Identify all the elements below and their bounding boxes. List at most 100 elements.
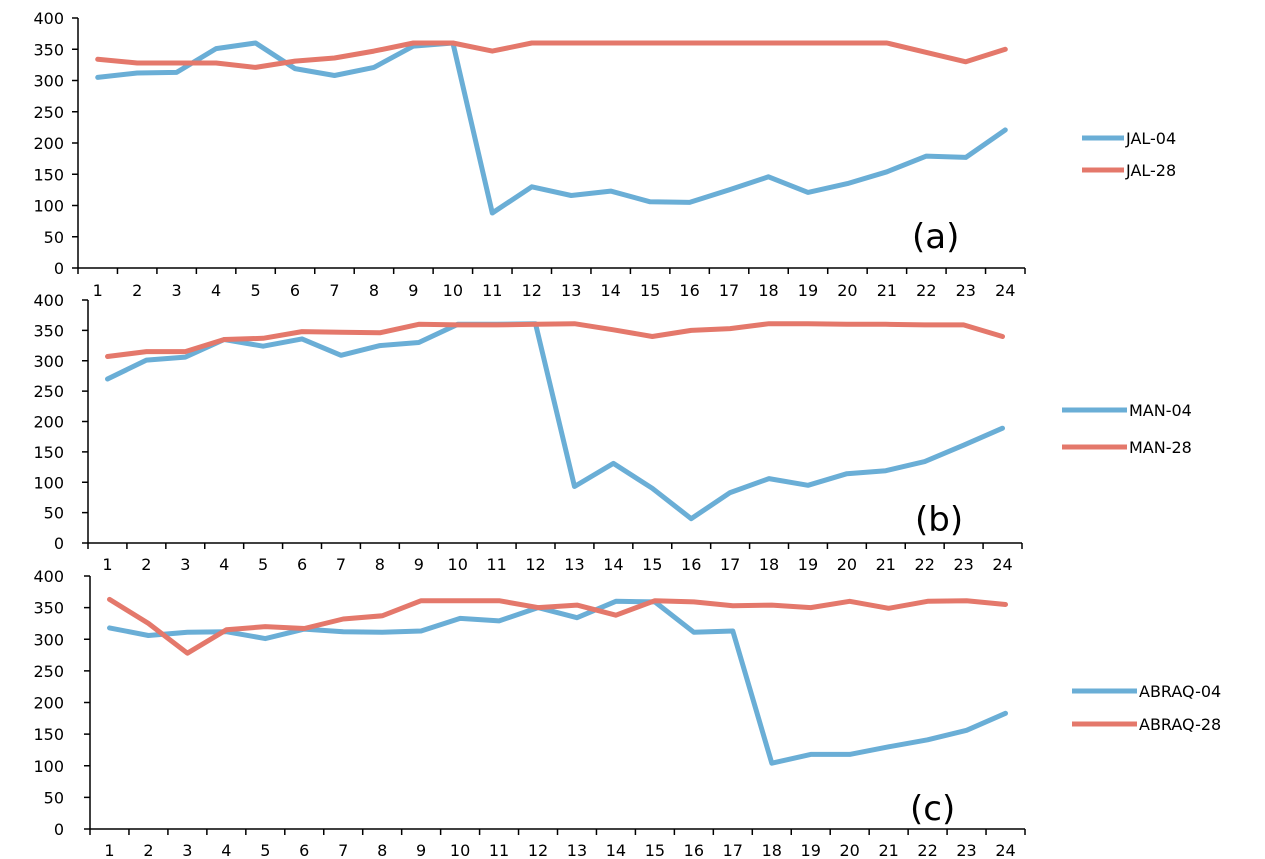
x-tick-label: 21 xyxy=(877,281,897,300)
x-tick-label: 22 xyxy=(915,555,935,574)
y-tick-label: 150 xyxy=(33,725,64,744)
x-tick-label: 16 xyxy=(679,281,699,300)
y-tick-label: 250 xyxy=(33,382,64,401)
x-tick-label: 7 xyxy=(336,555,346,574)
x-tick-label: 3 xyxy=(182,841,192,859)
x-tick-label: 12 xyxy=(525,555,545,574)
x-tick-label: 13 xyxy=(564,555,584,574)
x-tick-label: 7 xyxy=(329,281,339,300)
x-tick-label: 20 xyxy=(840,841,860,859)
y-tick-label: 150 xyxy=(33,165,64,184)
x-tick-label: 5 xyxy=(260,841,270,859)
legend-label-abraq-28: ABRAQ-28 xyxy=(1139,715,1221,734)
y-tick-label: 350 xyxy=(33,40,64,59)
x-tick-label: 15 xyxy=(642,555,662,574)
x-tick-label: 2 xyxy=(143,841,153,859)
x-tick-label: 8 xyxy=(375,555,385,574)
x-tick-label: 5 xyxy=(250,281,260,300)
y-tick-label: 250 xyxy=(33,103,64,122)
x-tick-label: 10 xyxy=(443,281,463,300)
x-tick-label: 6 xyxy=(290,281,300,300)
x-tick-label: 24 xyxy=(992,555,1012,574)
x-tick-label: 13 xyxy=(567,841,587,859)
y-tick-label: 50 xyxy=(44,228,64,247)
y-tick-label: 0 xyxy=(54,820,64,839)
x-tick-label: 23 xyxy=(953,555,973,574)
x-tick-label: 9 xyxy=(414,555,424,574)
y-tick-label: 0 xyxy=(54,259,64,278)
x-tick-label: 9 xyxy=(416,841,426,859)
x-tick-label: 9 xyxy=(408,281,418,300)
y-tick-label: 300 xyxy=(33,72,64,91)
x-tick-label: 14 xyxy=(601,281,621,300)
x-tick-label: 10 xyxy=(450,841,470,859)
y-tick-label: 100 xyxy=(33,757,64,776)
x-tick-label: 19 xyxy=(798,281,818,300)
y-tick-label: 400 xyxy=(33,9,64,28)
x-tick-label: 1 xyxy=(93,281,103,300)
y-tick-label: 250 xyxy=(33,662,64,681)
x-tick-label: 14 xyxy=(606,841,626,859)
x-tick-label: 4 xyxy=(219,555,229,574)
series-line-man-04 xyxy=(105,321,1005,522)
x-tick-label: 18 xyxy=(758,281,778,300)
y-tick-label: 200 xyxy=(33,134,64,153)
panel-label: (a) xyxy=(912,217,959,257)
x-tick-label: 22 xyxy=(917,841,937,859)
x-tick-label: 17 xyxy=(720,555,740,574)
series-line-abraq-04 xyxy=(107,598,1008,766)
y-tick-label: 200 xyxy=(33,694,64,713)
x-tick-label: 19 xyxy=(801,841,821,859)
x-tick-label: 5 xyxy=(258,555,268,574)
x-tick-label: 8 xyxy=(377,841,387,859)
panel-label: (b) xyxy=(915,500,963,540)
x-tick-label: 4 xyxy=(221,841,231,859)
y-tick-label: 100 xyxy=(33,473,64,492)
y-tick-label: 300 xyxy=(33,352,64,371)
y-tick-label: 400 xyxy=(33,567,64,586)
x-tick-label: 1 xyxy=(104,841,114,859)
y-tick-label: 350 xyxy=(33,599,64,618)
x-tick-label: 16 xyxy=(681,555,701,574)
y-tick-label: 50 xyxy=(44,788,64,807)
legend-label-man-04: MAN-04 xyxy=(1129,401,1192,420)
x-tick-label: 15 xyxy=(640,281,660,300)
legend-label-man-28: MAN-28 xyxy=(1129,438,1192,457)
y-tick-label: 350 xyxy=(33,321,64,340)
legend-label-jal-04: JAL-04 xyxy=(1125,129,1176,148)
x-tick-label: 18 xyxy=(762,841,782,859)
x-tick-label: 13 xyxy=(561,281,581,300)
x-tick-label: 15 xyxy=(645,841,665,859)
x-tick-label: 23 xyxy=(956,281,976,300)
y-tick-label: 0 xyxy=(54,534,64,553)
y-tick-label: 50 xyxy=(44,504,64,523)
x-tick-label: 4 xyxy=(211,281,221,300)
x-tick-label: 18 xyxy=(759,555,779,574)
x-tick-label: 11 xyxy=(486,555,506,574)
x-tick-label: 20 xyxy=(837,555,857,574)
x-tick-label: 11 xyxy=(482,281,502,300)
x-tick-label: 17 xyxy=(723,841,743,859)
x-tick-label: 17 xyxy=(719,281,739,300)
x-tick-label: 6 xyxy=(299,841,309,859)
x-tick-label: 8 xyxy=(369,281,379,300)
series-line-abraq-28 xyxy=(107,596,1008,656)
panel-label: (c) xyxy=(910,789,955,829)
y-tick-label: 150 xyxy=(33,443,64,462)
x-tick-label: 24 xyxy=(995,841,1015,859)
legend-label-abraq-04: ABRAQ-04 xyxy=(1139,682,1221,701)
x-tick-label: 12 xyxy=(528,841,548,859)
x-tick-label: 14 xyxy=(603,555,623,574)
y-tick-label: 100 xyxy=(33,197,64,216)
x-tick-label: 21 xyxy=(878,841,898,859)
x-tick-label: 2 xyxy=(132,281,142,300)
x-tick-label: 10 xyxy=(448,555,468,574)
x-tick-label: 6 xyxy=(297,555,307,574)
x-tick-label: 11 xyxy=(489,841,509,859)
x-tick-label: 21 xyxy=(876,555,896,574)
x-tick-label: 7 xyxy=(338,841,348,859)
x-tick-label: 23 xyxy=(956,841,976,859)
